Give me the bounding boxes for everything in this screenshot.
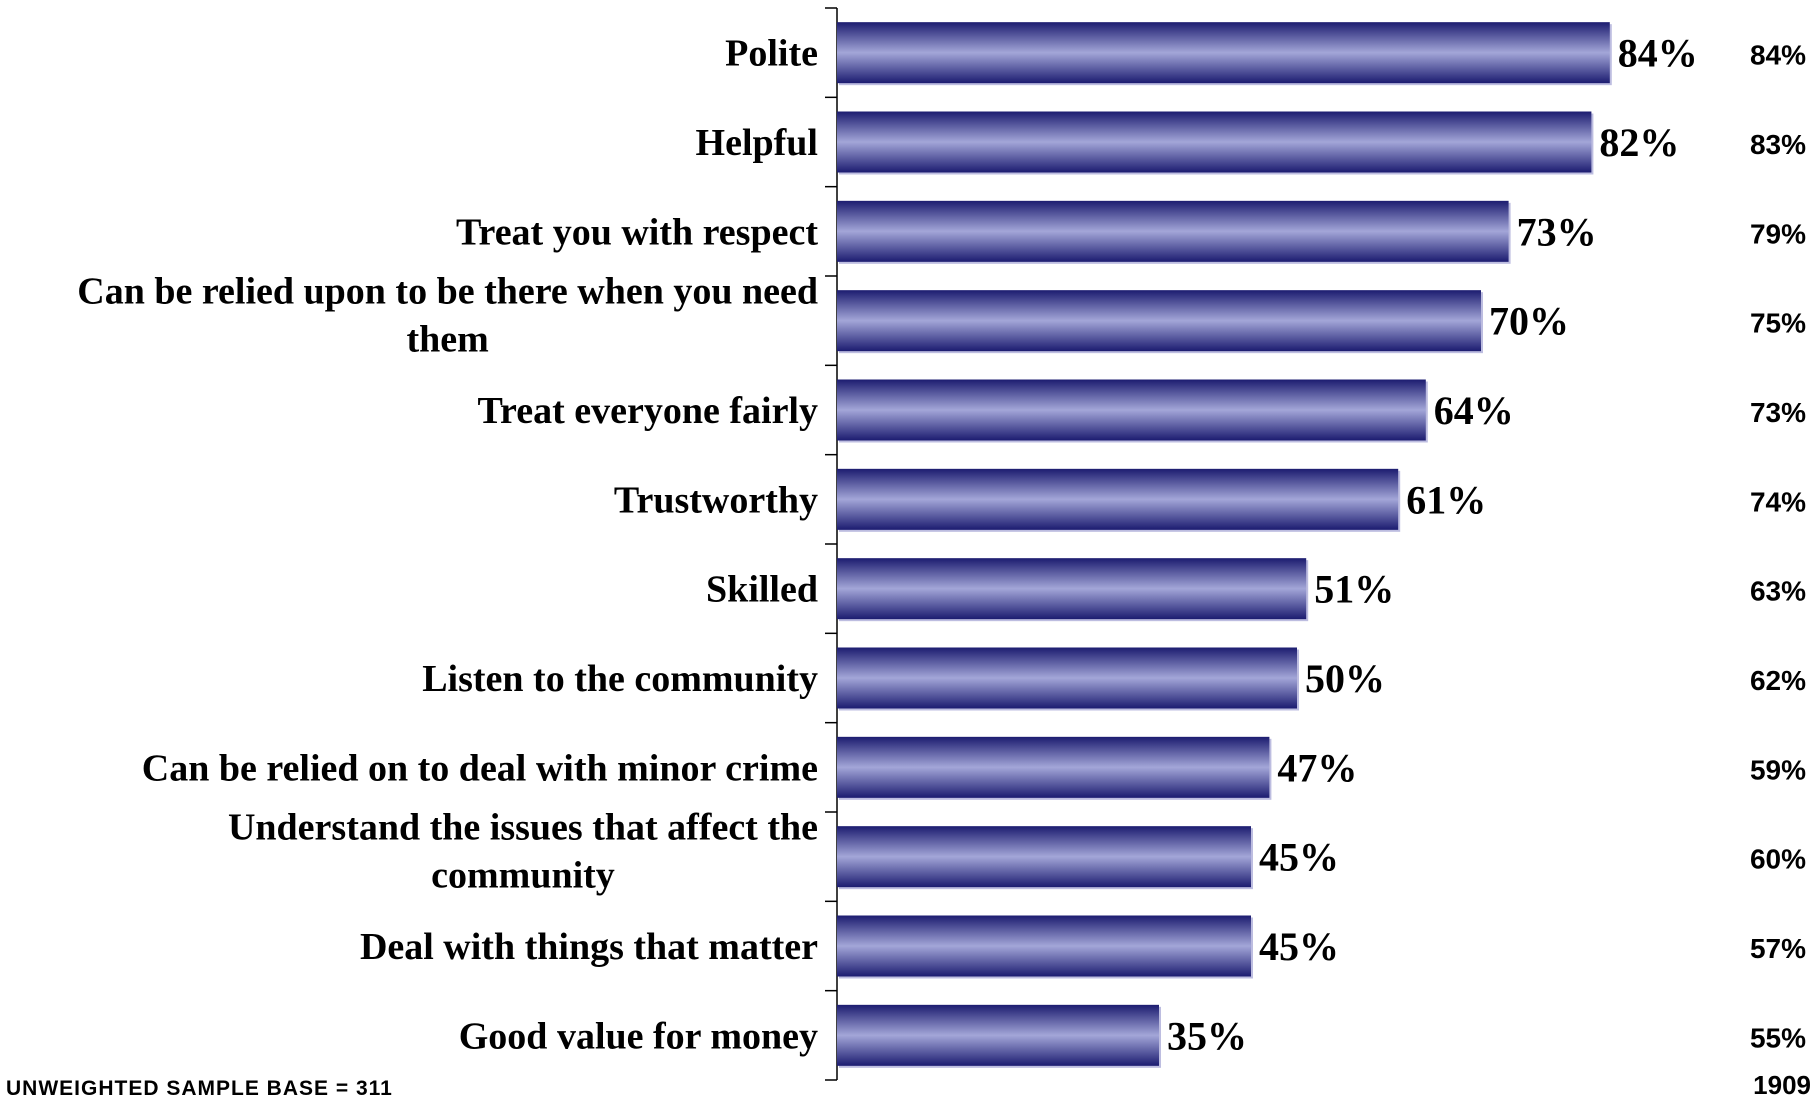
category-label: Can be relied on to deal with minor crim…	[142, 747, 818, 789]
category-label: Trustworthy	[614, 479, 818, 521]
category-label: Deal with things that matter	[360, 926, 818, 968]
category-label: Treat you with respect	[456, 211, 818, 253]
value-label: 51%	[1314, 567, 1394, 612]
bar	[837, 111, 1592, 173]
value-label: 45%	[1259, 835, 1339, 880]
category-label: Helpful	[696, 122, 818, 164]
comparison-label: 55%	[1750, 1022, 1806, 1053]
value-label: 84%	[1618, 31, 1698, 76]
value-label: 61%	[1406, 477, 1486, 522]
sample-base-note: UNWEIGHTED SAMPLE BASE = 311	[6, 1077, 393, 1100]
value-label: 50%	[1305, 656, 1385, 701]
axis-ticks	[825, 7, 837, 1081]
comparison-label: 60%	[1750, 844, 1806, 875]
comparison-label: 79%	[1750, 218, 1806, 249]
category-labels: Polite Helpful Treat you with respect Can b…	[77, 33, 818, 1058]
category-label: Good value for money	[459, 1015, 818, 1057]
category-label-line: Can be relied on to deal with minor crim…	[142, 747, 818, 789]
bar	[837, 915, 1251, 977]
bar	[837, 736, 1270, 798]
bar	[837, 379, 1426, 441]
comparison-label: 83%	[1750, 129, 1806, 160]
category-label-line: Deal with things that matter	[360, 926, 818, 968]
comparison-label: 63%	[1750, 576, 1806, 607]
comparison-label: 73%	[1750, 397, 1806, 428]
comparison-label: 57%	[1750, 933, 1806, 964]
comparison-label: 74%	[1750, 486, 1806, 517]
category-label-line: Can be relied upon to be there when you …	[77, 271, 818, 313]
value-label: 47%	[1277, 745, 1357, 790]
bar	[837, 826, 1251, 888]
comparison-base-label: 1909	[1753, 1070, 1811, 1100]
category-label-line: Polite	[725, 33, 818, 75]
category-label: Listen to the community	[422, 658, 818, 700]
category-label-line: Treat everyone fairly	[478, 390, 818, 432]
category-label-line: Listen to the community	[422, 658, 818, 700]
category-label-line: Treat you with respect	[456, 211, 818, 253]
category-label-line: community	[431, 855, 615, 897]
bar	[837, 647, 1297, 709]
comparison-label: 59%	[1750, 754, 1806, 785]
comparison-label: 75%	[1750, 308, 1806, 339]
value-labels: 84% 82%73% 70% 64% 61% 51% 50% 47% 45% 45% 35%	[1167, 31, 1698, 1059]
value-label: 45%	[1259, 924, 1339, 969]
value-label: 64%	[1434, 388, 1514, 433]
category-label-line: them	[406, 319, 488, 361]
category-label: Understand the issues that affect the com…	[228, 807, 818, 897]
comparison-labels: 84% 83% 79% 75% 73% 74% 63% 62% 59% 60% 57% 55%	[1750, 40, 1806, 1054]
value-label: 73%	[1517, 209, 1597, 254]
bar	[837, 290, 1481, 352]
category-label: Treat everyone fairly	[478, 390, 818, 432]
category-label-line: Skilled	[706, 569, 818, 611]
comparison-label: 84%	[1750, 40, 1806, 71]
bar	[837, 200, 1509, 262]
bar	[837, 468, 1399, 530]
bar	[837, 558, 1307, 620]
value-label: 70%	[1489, 299, 1569, 344]
comparison-label: 62%	[1750, 665, 1806, 696]
bars	[837, 22, 1612, 1068]
bar	[837, 1004, 1159, 1066]
bar	[837, 22, 1610, 84]
category-label: Polite	[725, 33, 818, 75]
value-label: 35%	[1167, 1013, 1247, 1058]
category-label-line: Understand the issues that affect the	[228, 807, 818, 849]
category-label-line: Trustworthy	[614, 479, 818, 521]
category-label-line: Helpful	[696, 122, 818, 164]
category-label: Can be relied upon to be there when you …	[77, 271, 818, 361]
category-label: Skilled	[706, 569, 818, 611]
value-label: 82%	[1599, 120, 1679, 165]
category-label-line: Good value for money	[459, 1015, 818, 1057]
